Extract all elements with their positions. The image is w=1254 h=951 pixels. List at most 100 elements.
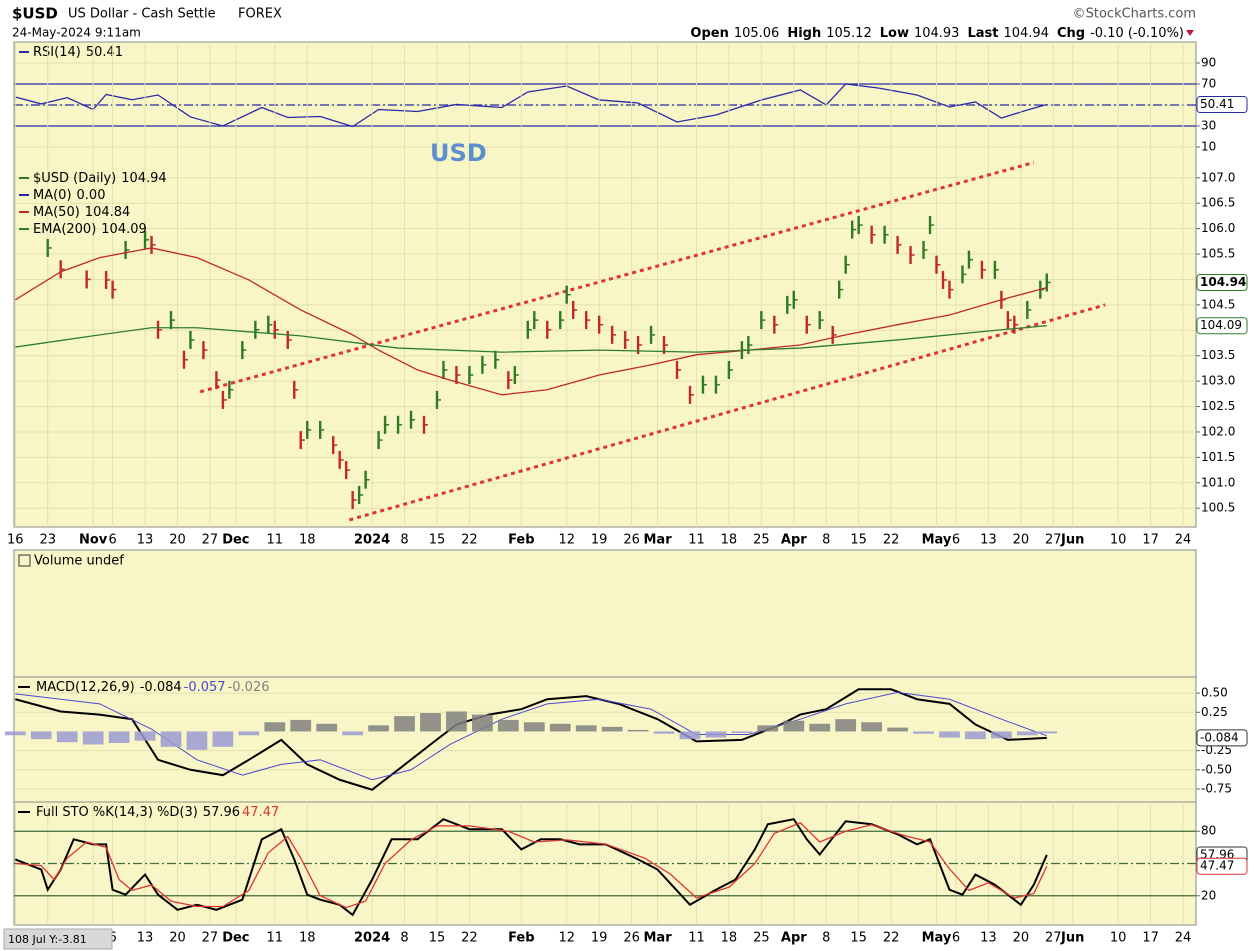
quote-value: 104.94: [1003, 26, 1049, 41]
panel: [13, 676, 1197, 803]
quote-label: Chg: [1057, 26, 1085, 41]
histogram-bar: [160, 731, 182, 747]
crosshair-box: [3, 928, 113, 950]
histogram-bar: [1036, 731, 1058, 734]
histogram-bar: [705, 731, 727, 738]
y-tick-label: 101.0: [1201, 475, 1235, 489]
x-tick-label: 22: [461, 931, 478, 946]
trendline: [199, 161, 1035, 394]
last-value-box: [1196, 857, 1248, 875]
legend: Full STO %K(14,3) %D(3) 57.96 47.47: [36, 805, 279, 820]
panel: [13, 549, 1197, 678]
histogram-bar: [342, 731, 364, 736]
legend-value: 57.96: [203, 805, 240, 820]
x-tick-label: 10: [1110, 533, 1127, 548]
x-tick-label: 16: [7, 533, 24, 548]
price-bar: [507, 371, 510, 390]
x-tick-label: 13: [137, 533, 154, 548]
x-tick-label: 11: [688, 533, 705, 548]
x-tick-label: 12: [558, 533, 575, 548]
quote-value: 105.06: [734, 26, 780, 41]
x-tick-label: 8: [822, 533, 830, 548]
histogram-bar: [238, 731, 260, 736]
histogram-bar: [316, 723, 338, 732]
y-tick-label: 102.5: [1201, 399, 1235, 413]
histogram-bar: [134, 731, 156, 741]
series-line: [15, 821, 1048, 909]
histogram-bar: [783, 720, 805, 732]
histogram-bar: [264, 722, 286, 732]
x-tick-label: 22: [883, 931, 900, 946]
legend-name: MA(50): [33, 205, 80, 220]
x-tick-label: Nov: [79, 533, 108, 548]
x-tick-label: 12: [558, 931, 575, 946]
legend-value: 0.00: [77, 188, 106, 203]
quote-label: High: [787, 26, 821, 41]
x-tick-label: 10: [1110, 931, 1127, 946]
legend-name: MA(0): [33, 188, 72, 203]
histogram-bar: [835, 719, 857, 732]
histogram-bar: [523, 722, 545, 732]
y-tick-label: 70: [1201, 76, 1216, 90]
series-line: [15, 688, 1047, 791]
x-tick-label: 18: [721, 533, 738, 548]
x-tick-label: May: [922, 533, 952, 548]
y-tick-label: 0.25: [1201, 705, 1228, 719]
quote-value: 105.12: [826, 26, 872, 41]
x-tick-label: Apr: [781, 533, 807, 548]
y-tick-label: 0.50: [1201, 686, 1228, 700]
x-tick-label: 25: [753, 533, 770, 548]
x-tick-label: 24: [1175, 533, 1192, 548]
price-bar: [331, 436, 335, 455]
last-value-label: 50.41: [1200, 97, 1234, 111]
x-tick-label: 18: [299, 533, 316, 548]
y-tick-label: 103.0: [1201, 374, 1235, 388]
quote: Open 105.06 High 105.12 Low 104.93 Last 104.94 C…: [690, 26, 1184, 41]
x-tick-label: 13: [980, 533, 997, 548]
histogram-bar: [497, 719, 519, 732]
x-tick-label: 18: [721, 931, 738, 946]
last-value-label: -0.084: [1200, 730, 1239, 744]
volume-icon: [18, 554, 31, 567]
legend-value: 50.41: [86, 45, 123, 60]
y-tick-label: 107.0: [1201, 170, 1235, 184]
x-tick-label: 8: [822, 931, 830, 946]
quote-label: Low: [880, 26, 909, 41]
histogram-bar: [186, 731, 208, 750]
legend-title: Full STO %K(14,3) %D(3): [36, 805, 198, 820]
x-tick-label: 13: [137, 931, 154, 946]
histogram-bar: [108, 731, 130, 743]
x-tick-label: 19: [591, 931, 608, 946]
y-tick-label: -0.50: [1201, 762, 1232, 776]
x-tick-label: Feb: [508, 931, 534, 946]
x-tick-label: 2024: [354, 533, 390, 548]
x-tick-label: 6: [108, 533, 116, 548]
histogram-bar: [731, 731, 753, 733]
histogram-bar: [446, 711, 467, 732]
legend-value: -0.057: [184, 680, 226, 695]
x-tick-label: 17: [1142, 533, 1159, 548]
last-value-label: 47.47: [1200, 859, 1234, 873]
legend: RSI(14) 50.41: [33, 45, 123, 60]
series-line: [14, 818, 1048, 917]
x-tick-label: 15: [429, 533, 446, 548]
crosshair-readout: 108 Jul Y:-3.81: [8, 933, 87, 946]
x-tick-label: Jun: [1060, 931, 1084, 946]
histogram-bar: [56, 731, 78, 743]
y-tick-label: 100.5: [1201, 501, 1235, 515]
x-tick-label: 20: [1013, 533, 1030, 548]
credit: ©StockCharts.com: [1073, 7, 1196, 22]
histogram-bar: [913, 731, 934, 734]
histogram-bar: [290, 719, 312, 732]
legend-value: 47.47: [242, 805, 279, 820]
x-tick-label: 2024: [354, 931, 390, 946]
x-tick-label: 11: [267, 931, 284, 946]
last-value-box: [1196, 96, 1248, 114]
x-tick-label: 11: [267, 533, 284, 548]
x-tick-label: 6: [108, 931, 116, 946]
x-tick-label: 24: [1175, 931, 1192, 946]
instrument-name: US Dollar - Cash Settle: [68, 7, 216, 22]
histogram-bar: [549, 723, 571, 732]
price-bar: [124, 240, 127, 259]
annotation: USD: [430, 139, 487, 167]
